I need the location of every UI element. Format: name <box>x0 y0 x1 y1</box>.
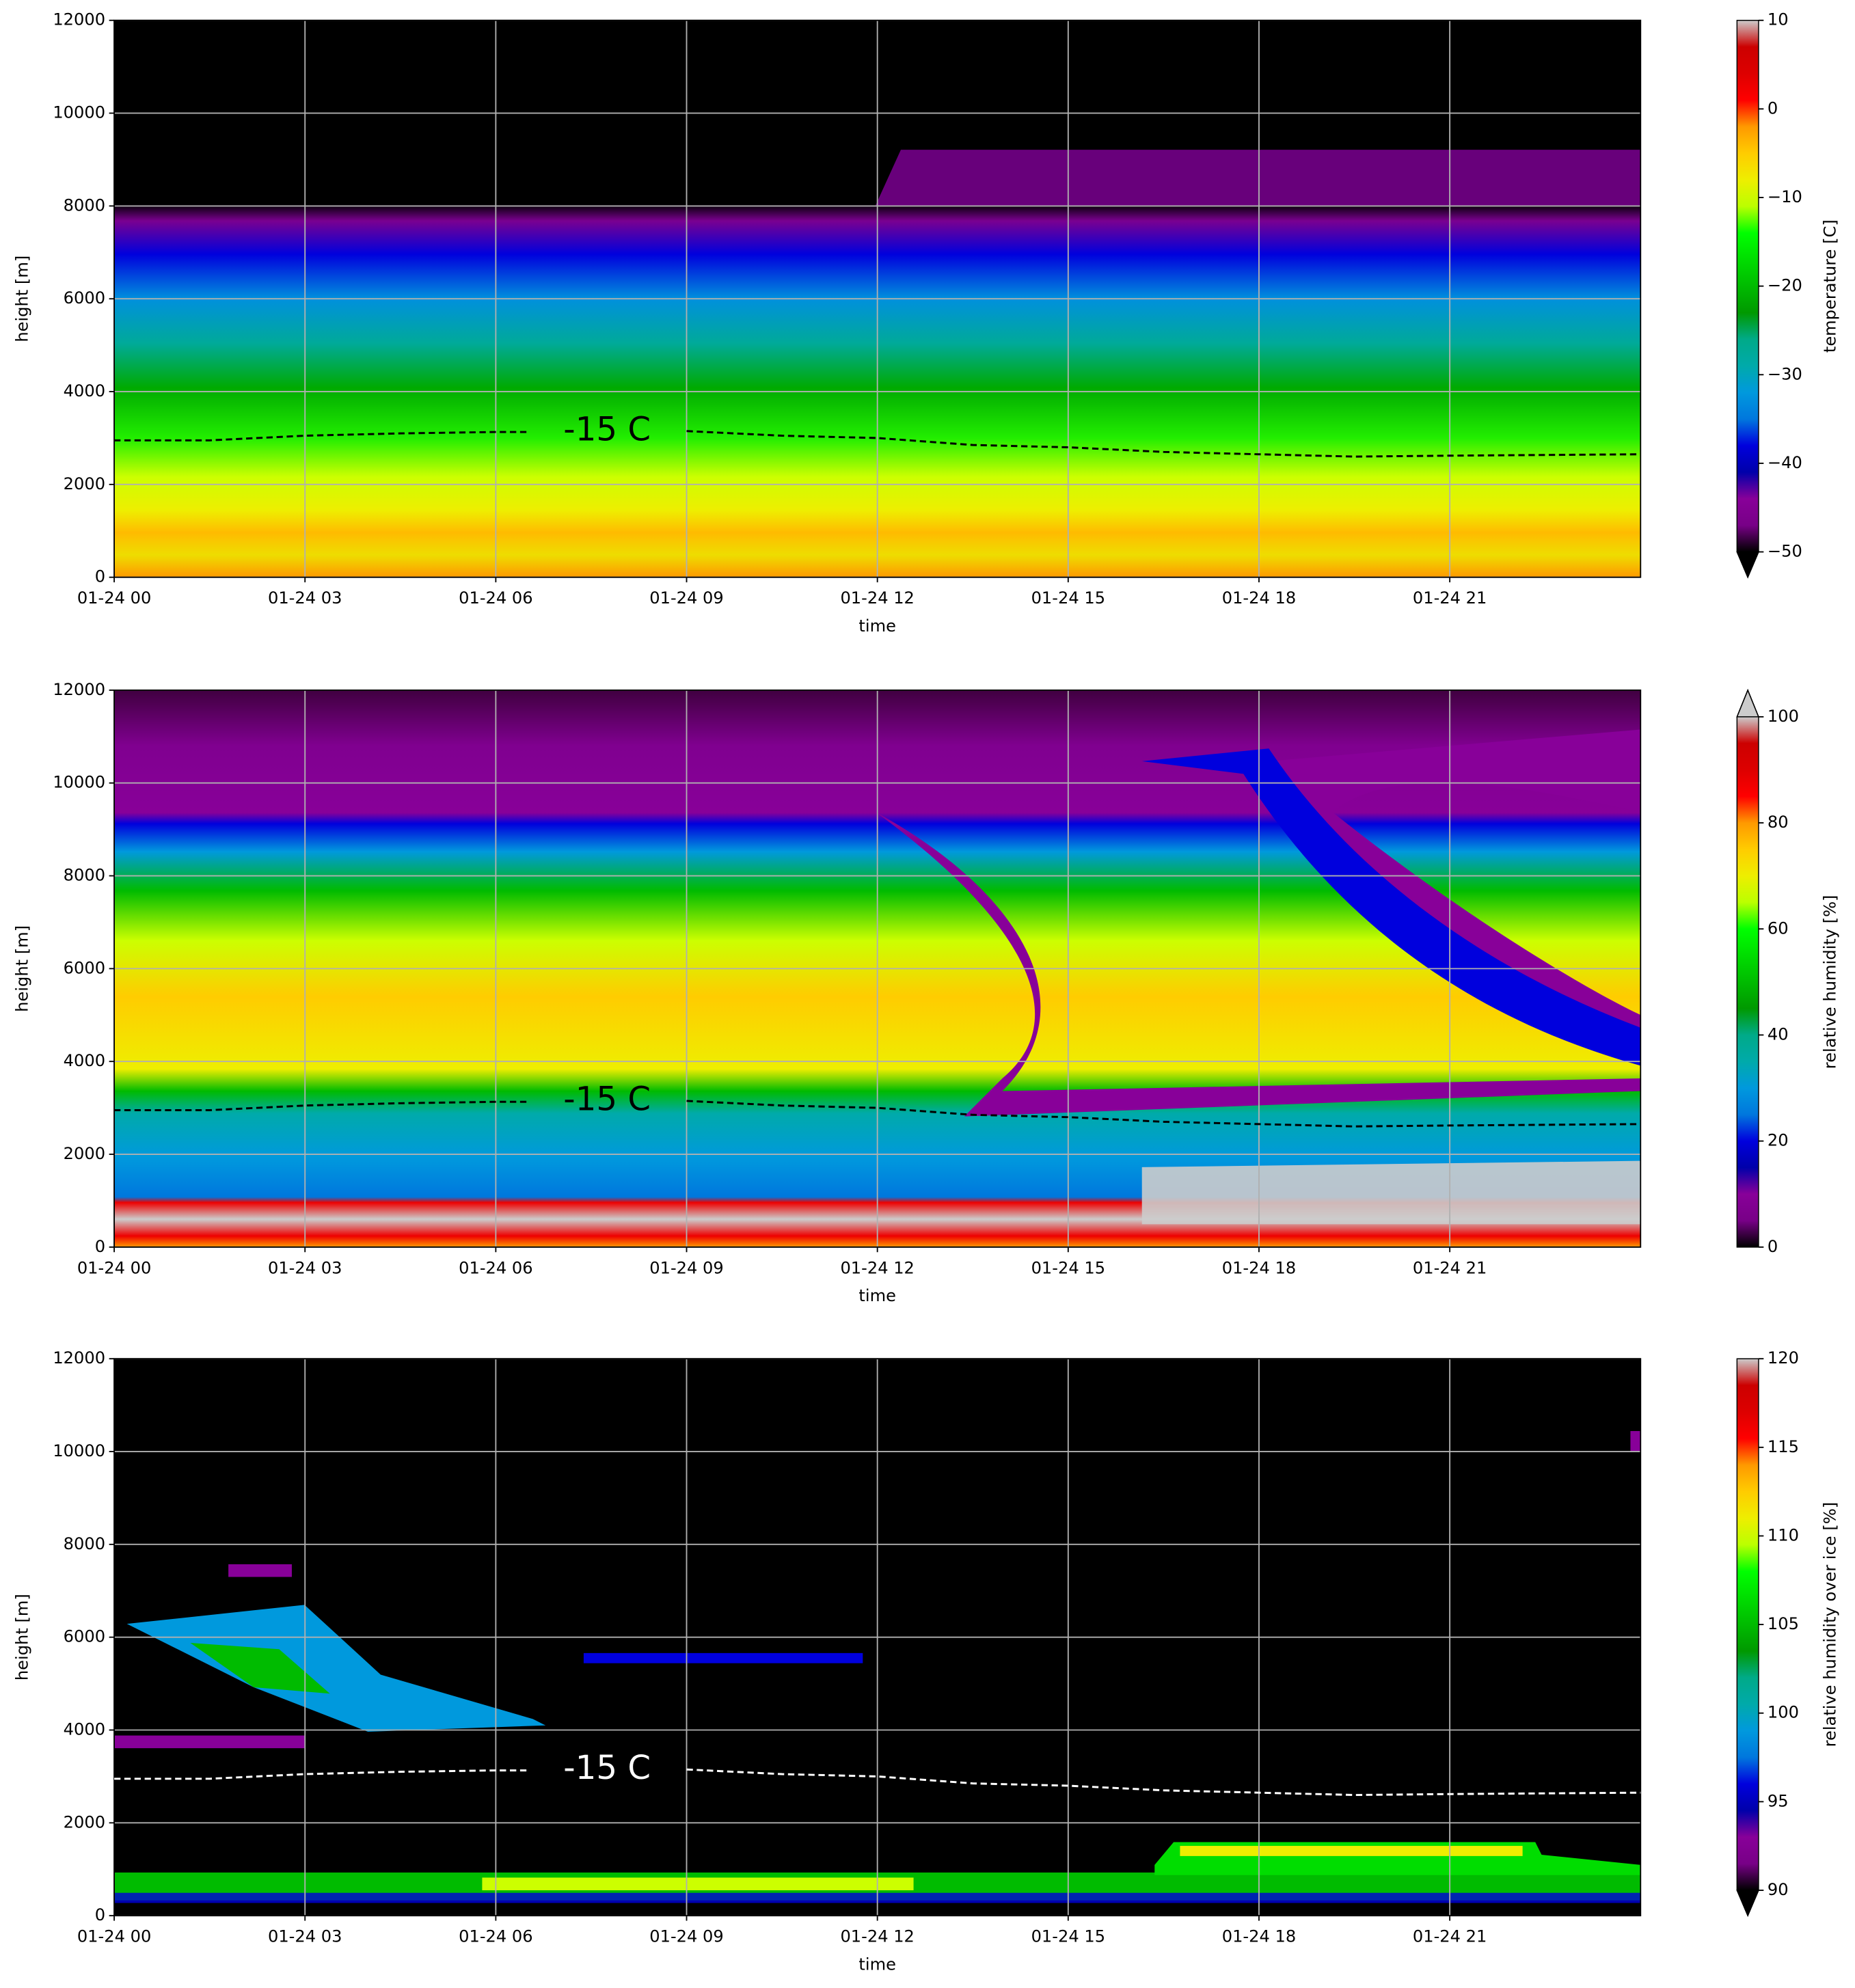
colorbar-tick-label: 100 <box>1768 1703 1799 1722</box>
colorbar-extend <box>1736 551 1760 579</box>
x-tick-label: 01-24 12 <box>840 1927 914 1946</box>
y-tick-label: 10000 <box>53 773 105 792</box>
x-tick-label: 01-24 09 <box>649 588 723 608</box>
y-tick-label: 6000 <box>64 958 105 977</box>
x-tick-label: 01-24 21 <box>1413 588 1487 608</box>
colorbar-tick-label: 80 <box>1768 813 1789 832</box>
y-tick-label: 8000 <box>64 195 105 215</box>
y-tick-label: 6000 <box>64 288 105 308</box>
contour-label: -15 C <box>563 1749 651 1787</box>
y-tick-label: 2000 <box>64 1812 105 1832</box>
contour-line <box>114 1768 1641 1797</box>
colorbar-tick-label: −50 <box>1768 542 1802 561</box>
plot-frame <box>113 1358 1642 1917</box>
y-tick-label: 4000 <box>64 381 105 400</box>
colorbar-tick-label: 100 <box>1768 707 1799 726</box>
y-tick-label: 12000 <box>53 1348 105 1367</box>
y-axis-label: height [m] <box>12 1594 31 1680</box>
plot-frame <box>113 19 1642 578</box>
plot-frame <box>113 689 1642 1248</box>
colorbar <box>1737 20 1759 552</box>
y-tick-label: 4000 <box>64 1719 105 1739</box>
x-axis-label: time <box>858 1286 896 1305</box>
colorbar-tick-label: 40 <box>1768 1024 1789 1044</box>
y-axis-label: height [m] <box>12 256 31 342</box>
colorbar-tick-label: 90 <box>1768 1880 1789 1899</box>
y-tick-label: 12000 <box>53 680 105 699</box>
colorbar-tick-label: −20 <box>1768 276 1802 295</box>
colorbar-tick-label: 20 <box>1768 1131 1789 1150</box>
colorbar-tick-label: 105 <box>1768 1614 1799 1633</box>
colorbar-tick-label: 0 <box>1768 1237 1778 1256</box>
x-tick-label: 01-24 00 <box>77 588 151 608</box>
y-tick-label: 12000 <box>53 10 105 29</box>
x-tick-label: 01-24 12 <box>840 1258 914 1277</box>
contour-label: -15 C <box>563 1080 651 1119</box>
x-tick-label: 01-24 21 <box>1413 1927 1487 1946</box>
x-axis-label: time <box>858 1955 896 1974</box>
x-tick-label: 01-24 03 <box>268 588 342 608</box>
y-tick-label: 6000 <box>64 1627 105 1646</box>
y-tick-label: 0 <box>95 1237 105 1256</box>
colorbar-frame <box>1736 688 1759 1248</box>
contour-label: -15 C <box>563 410 651 448</box>
colorbar-label: relative humidity over ice [%] <box>1821 1502 1840 1747</box>
y-tick-label: 8000 <box>64 1534 105 1553</box>
colorbar-tick-label: 95 <box>1768 1791 1789 1810</box>
x-tick-label: 01-24 18 <box>1222 588 1296 608</box>
y-tick-label: 2000 <box>64 474 105 493</box>
y-tick-label: 2000 <box>64 1144 105 1163</box>
x-tick-label: 01-24 15 <box>1031 1258 1105 1277</box>
colorbar-tick-label: 115 <box>1768 1437 1799 1456</box>
colorbar-extend <box>1736 1890 1760 1918</box>
colorbar-extend <box>1736 688 1760 718</box>
x-tick-label: 01-24 15 <box>1031 588 1105 608</box>
x-tick-label: 01-24 03 <box>268 1258 342 1277</box>
colorbar-tick-label: 10 <box>1768 10 1789 29</box>
x-tick-label: 01-24 06 <box>459 1258 532 1277</box>
y-tick-label: 10000 <box>53 1441 105 1460</box>
y-tick-label: 4000 <box>64 1051 105 1070</box>
colorbar <box>1737 1359 1759 1891</box>
colorbar-tick-label: 60 <box>1768 918 1789 938</box>
x-tick-label: 01-24 15 <box>1031 1927 1105 1946</box>
colorbar-tick-label: −30 <box>1768 364 1802 383</box>
x-tick-label: 01-24 18 <box>1222 1258 1296 1277</box>
colorbar-frame <box>1736 1358 1759 1918</box>
x-tick-label: 01-24 00 <box>77 1927 151 1946</box>
contour-line <box>114 1100 1641 1128</box>
colorbar-tick-label: 0 <box>1768 98 1778 118</box>
colorbar-label: relative humidity [%] <box>1821 895 1840 1070</box>
x-tick-label: 01-24 06 <box>459 1927 532 1946</box>
colorbar-tick-label: −40 <box>1768 453 1802 472</box>
colorbar-label: temperature [C] <box>1821 219 1840 353</box>
colorbar-tick-label: 120 <box>1768 1348 1799 1367</box>
colorbar-frame <box>1736 20 1759 579</box>
x-tick-label: 01-24 21 <box>1413 1258 1487 1277</box>
x-tick-label: 01-24 12 <box>840 588 914 608</box>
y-axis-label: height [m] <box>12 925 31 1012</box>
colorbar <box>1737 716 1759 1247</box>
x-tick-label: 01-24 09 <box>649 1927 723 1946</box>
x-tick-label: 01-24 09 <box>649 1258 723 1277</box>
contour-line <box>114 430 1641 458</box>
x-tick-label: 01-24 06 <box>459 588 532 608</box>
colorbar-tick-label: 110 <box>1768 1525 1799 1544</box>
y-tick-label: 0 <box>95 567 105 586</box>
y-tick-label: 10000 <box>53 103 105 122</box>
x-axis-label: time <box>858 616 896 636</box>
x-tick-label: 01-24 00 <box>77 1258 151 1277</box>
y-tick-label: 0 <box>95 1905 105 1924</box>
x-tick-label: 01-24 03 <box>268 1927 342 1946</box>
y-tick-label: 8000 <box>64 866 105 885</box>
x-tick-label: 01-24 18 <box>1222 1927 1296 1946</box>
colorbar-tick-label: −10 <box>1768 187 1802 206</box>
